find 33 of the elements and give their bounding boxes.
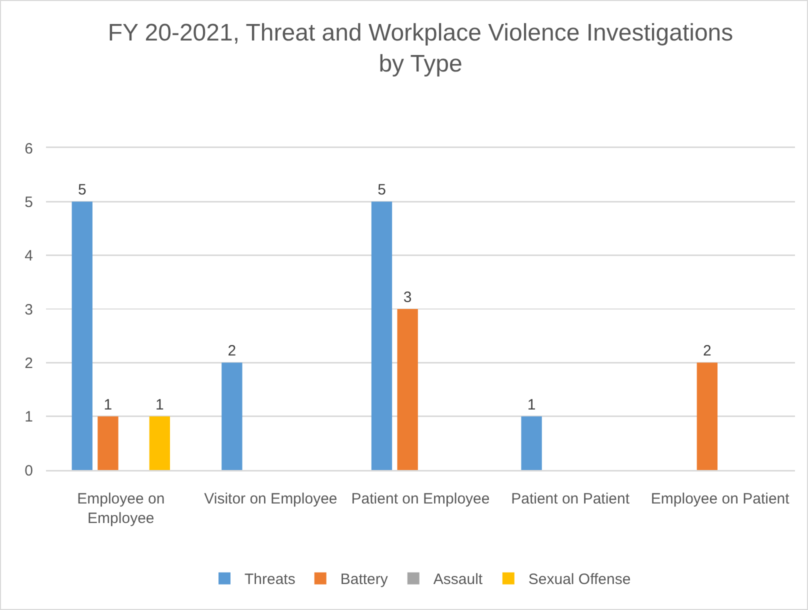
bar	[149, 416, 170, 470]
data-label: 1	[527, 396, 536, 414]
y-tick-label: 1	[24, 408, 33, 426]
bar	[222, 362, 242, 470]
y-tick-label: 6	[24, 140, 33, 158]
data-label: 1	[104, 396, 112, 414]
bar	[397, 309, 418, 470]
bar	[98, 416, 118, 470]
bar	[696, 362, 718, 470]
x-tick-label: Visitor on Employee	[204, 490, 338, 508]
bar	[521, 416, 542, 470]
bar	[72, 202, 92, 470]
x-tick-label: Patient on Employee	[351, 490, 490, 508]
data-label: 2	[703, 342, 712, 360]
x-tick-label: Employee on Employee	[77, 490, 165, 527]
legend-label: Threats	[244, 571, 296, 588]
data-label: 1	[155, 396, 164, 414]
data-label: 2	[228, 342, 236, 360]
legend-label: Assault	[433, 571, 484, 588]
data-label: 5	[78, 182, 86, 199]
legend-label: Sexual Offense	[528, 571, 631, 588]
x-tick-label: Patient on Patient	[511, 490, 630, 508]
y-tick-label: 5	[24, 194, 33, 211]
data-label: 3	[403, 289, 412, 306]
bar	[371, 202, 392, 470]
legend-label: Battery	[340, 571, 388, 588]
y-tick-label: 2	[24, 354, 33, 372]
chart-title: FY 20-2021, Threat and Workplace Violence Investigations by Type	[108, 20, 734, 78]
y-tick-label: 3	[24, 301, 33, 318]
y-tick-label: 4	[24, 248, 33, 265]
data-label: 5	[378, 182, 386, 199]
y-tick-label: 0	[24, 462, 33, 480]
x-tick-label: Employee on Patient	[650, 490, 790, 508]
